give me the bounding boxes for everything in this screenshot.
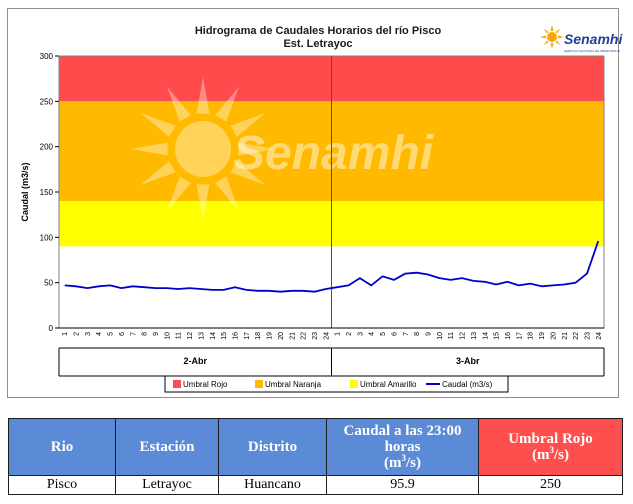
header-estacion: Estación bbox=[115, 418, 219, 476]
header-rio: Rio bbox=[8, 418, 116, 476]
header-caudal: Caudal a las 23:00 horas (m3/s) bbox=[326, 418, 479, 476]
header-distrito: Distrito bbox=[218, 418, 327, 476]
station-table: Rio Estación Distrito Caudal a las 23:00… bbox=[8, 418, 623, 495]
hydrograph-chart: Hidrograma de Caudales Horarios del río … bbox=[20, 25, 605, 393]
legend-swatch bbox=[255, 380, 263, 388]
legend-entry: Caudal (m3/s) bbox=[442, 380, 493, 389]
legend-swatch bbox=[350, 380, 358, 388]
x-tick-label: 18 bbox=[528, 332, 535, 340]
chart-frame: Hidrograma de Caudales Horarios del río … bbox=[7, 8, 623, 398]
cell-estacion: Letrayoc bbox=[115, 475, 219, 495]
x-tick-label: 17 bbox=[516, 332, 523, 340]
x-tick-label: 14 bbox=[482, 332, 489, 340]
header-caudal-label: Caudal a las 23:00 horas bbox=[343, 423, 462, 455]
y-tick-label: 50 bbox=[44, 279, 53, 288]
x-tick-label: 24 bbox=[596, 332, 603, 340]
x-tick-label: 22 bbox=[301, 332, 308, 340]
series-line-caudal bbox=[64, 240, 600, 293]
legend-entry: Umbral Naranja bbox=[265, 380, 322, 389]
x-tick-label: 5 bbox=[108, 332, 115, 336]
x-tick-label: 13 bbox=[471, 332, 478, 340]
x-tick-label: 15 bbox=[221, 332, 228, 340]
x-tick-label: 2 bbox=[74, 332, 81, 336]
logo-name: Senamhi bbox=[564, 31, 623, 47]
x-tick-label: 9 bbox=[153, 332, 160, 336]
legend-entry: Umbral Rojo bbox=[183, 380, 228, 389]
x-tick-label: 21 bbox=[562, 332, 569, 340]
x-tick-label: 22 bbox=[573, 332, 580, 340]
cell-umbral-rojo: 250 bbox=[478, 475, 623, 495]
x-tick-label: 19 bbox=[267, 332, 274, 340]
x-tick-label: 8 bbox=[142, 332, 149, 336]
header-caudal-unit: (m3/s) bbox=[384, 453, 421, 472]
y-tick-label: 250 bbox=[40, 97, 54, 106]
x-tick-label: 11 bbox=[176, 332, 183, 339]
chart-title: Hidrograma de Caudales Horarios del río … bbox=[195, 25, 442, 37]
y-tick-label: 150 bbox=[40, 188, 54, 197]
y-axis-label: Caudal (m3/s) bbox=[20, 162, 30, 221]
day-label: 3-Abr bbox=[456, 356, 480, 366]
x-tick-label: 16 bbox=[232, 332, 239, 340]
x-tick-label: 4 bbox=[96, 332, 103, 336]
day-label: 2-Abr bbox=[183, 356, 207, 366]
x-tick-label: 1 bbox=[335, 332, 342, 336]
x-tick-label: 16 bbox=[505, 332, 512, 340]
legend-entry: Umbral Amarillo bbox=[360, 380, 417, 389]
watermark-text: Senamhi bbox=[233, 127, 435, 180]
y-tick-label: 100 bbox=[40, 233, 54, 242]
x-tick-label: 7 bbox=[403, 332, 410, 336]
watermark-sun bbox=[131, 77, 275, 221]
x-tick-label: 20 bbox=[550, 332, 557, 340]
header-umbral-unit: (m3/s) bbox=[532, 445, 569, 464]
x-tick-label: 11 bbox=[448, 332, 455, 339]
chart-subtitle: Est. Letrayoc bbox=[283, 38, 352, 50]
x-tick-label: 3 bbox=[357, 332, 364, 336]
table-row: Pisco Letrayoc Huancano 95.9 250 bbox=[8, 475, 623, 495]
x-tick-label: 2 bbox=[346, 332, 353, 336]
x-tick-label: 8 bbox=[414, 332, 421, 336]
sun-icon bbox=[540, 25, 564, 49]
x-tick-label: 6 bbox=[119, 332, 126, 336]
legend-swatch bbox=[173, 380, 181, 388]
x-tick-label: 10 bbox=[437, 332, 444, 340]
y-tick-label: 200 bbox=[40, 143, 54, 152]
x-tick-label: 15 bbox=[494, 332, 501, 340]
x-tick-label: 6 bbox=[391, 332, 398, 336]
header-umbral-label: Umbral Rojo bbox=[508, 431, 593, 447]
x-tick-label: 1 bbox=[62, 332, 69, 336]
x-tick-label: 4 bbox=[369, 332, 376, 336]
y-tick-label: 0 bbox=[49, 324, 54, 333]
logo-tagline: SERVICIO NACIONAL DE METEOROLOGIA E HIDR… bbox=[564, 50, 620, 53]
x-tick-label: 14 bbox=[210, 332, 217, 340]
x-tick-label: 23 bbox=[584, 332, 591, 340]
x-tick-label: 3 bbox=[85, 332, 92, 336]
x-tick-label: 18 bbox=[255, 332, 262, 340]
cell-caudal: 95.9 bbox=[326, 475, 479, 495]
y-tick-label: 300 bbox=[40, 52, 54, 61]
x-tick-label: 24 bbox=[323, 332, 330, 340]
x-tick-label: 12 bbox=[460, 332, 467, 340]
legend-box bbox=[164, 375, 509, 393]
x-tick-label: 21 bbox=[289, 332, 296, 340]
x-tick-label: 10 bbox=[164, 332, 171, 340]
x-tick-label: 13 bbox=[198, 332, 205, 340]
x-tick-label: 20 bbox=[278, 332, 285, 340]
x-tick-label: 9 bbox=[426, 332, 433, 336]
cell-distrito: Huancano bbox=[218, 475, 327, 495]
table-header-row: Rio Estación Distrito Caudal a las 23:00… bbox=[8, 418, 623, 476]
x-tick-label: 7 bbox=[130, 332, 137, 336]
senamhi-logo: Senamhi SERVICIO NACIONAL DE METEOROLOGI… bbox=[540, 25, 623, 65]
x-tick-label: 5 bbox=[380, 332, 387, 336]
x-tick-label: 19 bbox=[539, 332, 546, 340]
x-tick-label: 23 bbox=[312, 332, 319, 340]
x-tick-label: 12 bbox=[187, 332, 194, 340]
header-umbral-rojo: Umbral Rojo (m3/s) bbox=[478, 418, 623, 476]
cell-rio: Pisco bbox=[8, 475, 116, 495]
x-tick-label: 17 bbox=[244, 332, 251, 340]
